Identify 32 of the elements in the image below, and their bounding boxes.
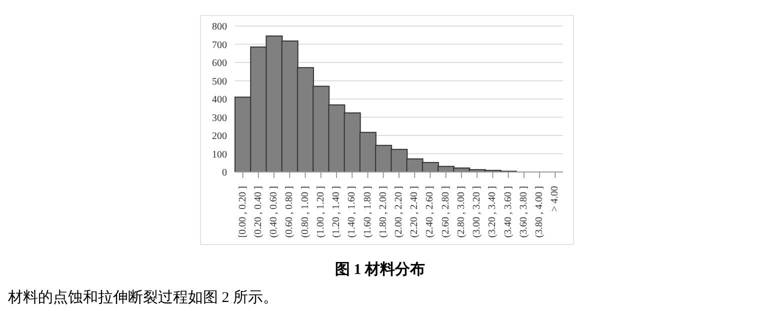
y-tick-label: 0 <box>222 168 227 179</box>
caption: 图 1 材料分布 <box>334 260 426 279</box>
x-tick-label: (3.20 , 3.40 ] <box>487 186 498 238</box>
y-tick-label: 200 <box>212 131 227 142</box>
y-tick-label: 300 <box>212 112 227 124</box>
x-tick-label: (3.00 , 3.20 ] <box>472 186 483 238</box>
x-tick-label: (0.40 , 0.60 ] <box>268 186 280 238</box>
y-tick-label: 500 <box>212 76 227 88</box>
x-tick-label: (0.60 , 0.80 ] <box>284 186 296 238</box>
x-tick-label: (3.40 , 3.60 ] <box>502 186 514 238</box>
y-tick-label: 600 <box>212 58 227 70</box>
y-tick-label: 800 <box>212 22 227 33</box>
x-tick-label: (1.40 , 1.60 ] <box>346 186 358 238</box>
x-tick-label: (3.60 , 3.80 ] <box>518 186 530 238</box>
x-tick-label: (1.20 , 1.40 ] <box>331 186 342 238</box>
x-tick-label: (2.40 , 2.60 ] <box>424 186 436 238</box>
x-tick-label: (1.00 , 1.20 ] <box>315 186 326 238</box>
y-tick-label: 700 <box>212 40 227 51</box>
x-tick-label: (3.80 , 4.00 ] <box>534 186 546 238</box>
x-tick-label: [0.00 , 0.20 ] <box>237 186 248 238</box>
x-tick-label: (2.20 , 2.40 ] <box>409 186 420 238</box>
x-tick-label: (1.80 , 2.00 ] <box>378 186 389 238</box>
x-tick-label: (2.00 , 2.20 ] <box>394 186 404 238</box>
x-tick-label: (2.80 , 3.00 ] <box>456 186 467 238</box>
y-tick-label: 400 <box>212 94 227 106</box>
x-tick-label: > 4.00 <box>550 186 561 212</box>
y-tick-label: 100 <box>212 149 227 160</box>
x-tick-label: (0.80 , 1.00 ] <box>300 186 311 238</box>
x-tick-label: (1.60 , 1.80 ] <box>362 186 374 238</box>
text: 材料的点蚀和拉伸断裂过程如图 2 所示。 <box>8 288 278 307</box>
x-tick-label: (2.60 , 2.80 ] <box>440 186 452 238</box>
x-tick-label: (0.20 , 0.40 ] <box>252 186 264 238</box>
